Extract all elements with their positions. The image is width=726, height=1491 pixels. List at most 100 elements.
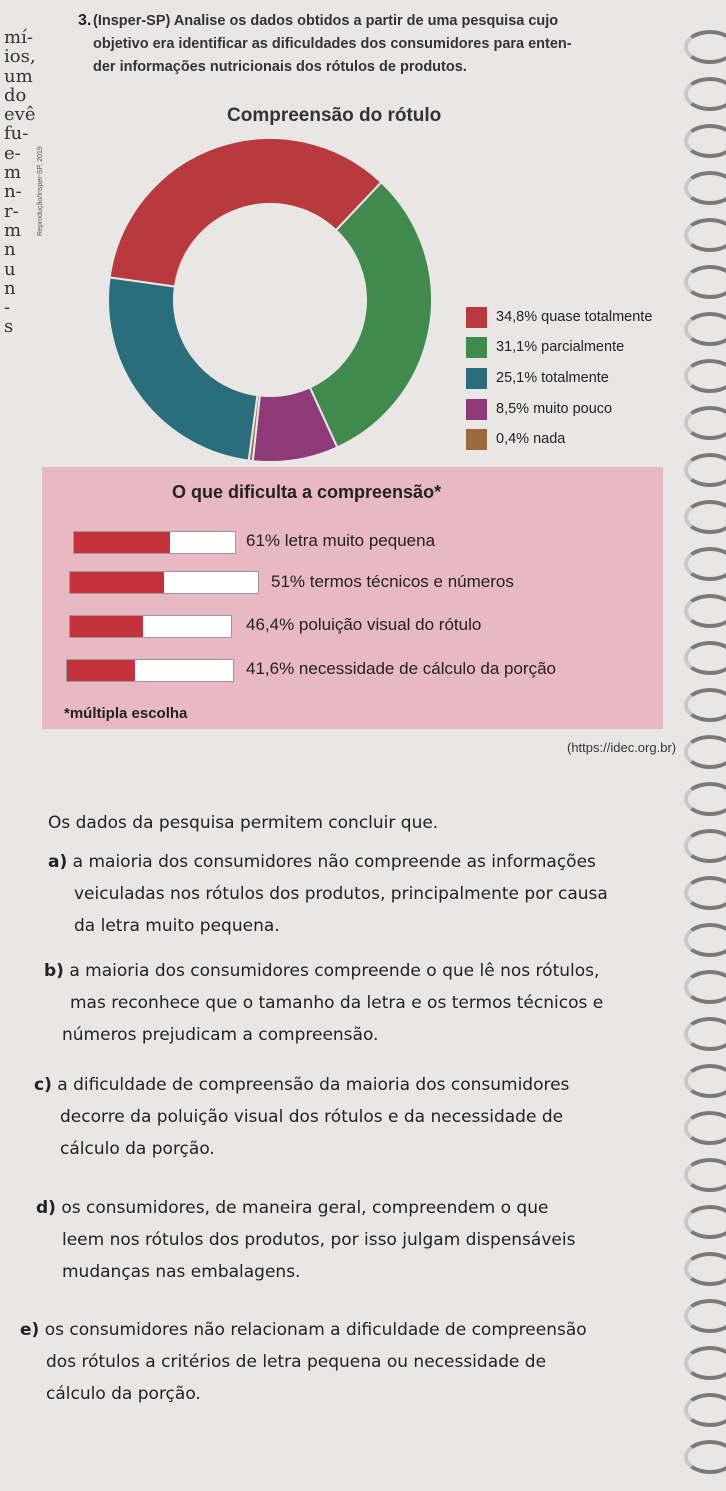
- binding-ring: [684, 500, 726, 534]
- margin-fragment: n: [4, 277, 16, 299]
- legend-label: 0,4% nada: [496, 431, 566, 447]
- binding-ring: [684, 688, 726, 722]
- option-text-line: os consumidores, de maneira geral, compr…: [61, 1198, 549, 1218]
- option-label: a): [48, 852, 68, 872]
- donut-slice-quase-totalmente: [108, 137, 383, 288]
- margin-fragment: s: [4, 316, 14, 338]
- legend-swatch: [466, 306, 487, 328]
- binding-ring: [684, 406, 726, 440]
- binding-ring: [684, 1299, 726, 1333]
- margin-fragment: u: [4, 258, 16, 280]
- question-prompt: Os dados da pesquisa permitem concluir q…: [48, 813, 439, 833]
- bar-fill: [74, 532, 171, 553]
- left-margin-bleed-text: mí-ios, um do evê fu-e-m n-r-m n u n - s: [4, 28, 36, 337]
- legend-item-quase-totalmente: 34,8% quase totalmente: [466, 305, 652, 329]
- margin-fragment: evê: [4, 104, 36, 126]
- bar-letra-muito-pequena: [73, 531, 236, 554]
- legend-label: 8,5% muito pouco: [496, 401, 613, 417]
- binding-ring: [684, 1346, 726, 1380]
- binding-ring: [684, 1205, 726, 1239]
- bar-fill: [70, 572, 164, 593]
- option-text-line: cálculo da porção.: [60, 1139, 215, 1159]
- question-line-2: objetivo era identificar as dificuldades…: [93, 36, 572, 52]
- legend-item-muito-pouco: 8,5% muito pouco: [466, 397, 612, 421]
- legend-swatch: [466, 428, 487, 450]
- margin-fragment: r-: [4, 200, 19, 222]
- margin-fragment: n-: [4, 181, 22, 203]
- binding-ring: [684, 312, 726, 346]
- binding-ring: [684, 359, 726, 393]
- binding-ring: [684, 829, 726, 863]
- binding-ring: [684, 1017, 726, 1051]
- legend-swatch: [466, 398, 487, 420]
- binding-ring: [684, 77, 726, 111]
- margin-fragment: um: [4, 65, 33, 87]
- legend-label: 25,1% totalmente: [496, 370, 609, 386]
- bar-label: 51% termos técnicos e números: [271, 572, 514, 591]
- option-text-line: decorre da poluição visual dos rótulos e…: [60, 1107, 564, 1127]
- bar-label: 46,4% poluição visual do rótulo: [246, 615, 482, 634]
- option-text-line: a dificuldade de compreensão da maioria …: [57, 1075, 570, 1095]
- spiral-binding: [666, 0, 726, 1491]
- option-text-line: os consumidores não relacionam a dificul…: [44, 1320, 587, 1340]
- source-citation: (https://idec.org.br): [567, 740, 677, 755]
- legend-label: 34,8% quase totalmente: [496, 309, 653, 325]
- legend-swatch: [466, 367, 487, 389]
- binding-ring: [684, 453, 726, 487]
- bar-fill: [67, 660, 135, 681]
- question-line-1: (Insper-SP) Analise os dados obtidos a p…: [93, 13, 559, 29]
- option-d[interactable]: d) os consumidores, de maneira geral, co…: [36, 1198, 575, 1282]
- margin-fragment: m: [4, 219, 22, 241]
- option-label: c): [34, 1075, 52, 1095]
- margin-fragment: e-: [4, 142, 21, 164]
- legend-label: 31,1% parcialmente: [496, 339, 625, 355]
- option-text-line: dos rótulos a critérios de letra pequena…: [46, 1352, 547, 1372]
- option-label: e): [20, 1320, 40, 1340]
- option-text-line: da letra muito pequena.: [74, 916, 280, 936]
- donut-chart-title: Compreensão do rótulo: [227, 105, 442, 126]
- option-label: b): [44, 961, 64, 981]
- binding-ring: [684, 641, 726, 675]
- bar-calculo-porcao: [66, 659, 234, 682]
- question-line-3: der informações nutricionais dos rótulos…: [93, 59, 467, 75]
- option-b[interactable]: b) a maioria dos consumidores compreende…: [44, 961, 603, 1045]
- legend-item-totalmente: 25,1% totalmente: [466, 366, 609, 390]
- binding-ring: [684, 782, 726, 816]
- option-text-line: mudanças nas embalagens.: [62, 1262, 301, 1282]
- option-text-line: números prejudicam a compreensão.: [62, 1025, 379, 1045]
- binding-ring: [684, 1393, 726, 1427]
- option-text-line: veiculadas nos rótulos dos produtos, pri…: [74, 884, 608, 904]
- binding-ring: [684, 594, 726, 628]
- option-a[interactable]: a) a maioria dos consumidores não compre…: [48, 852, 608, 936]
- binding-ring: [684, 1111, 726, 1145]
- option-text-line: cálculo da porção.: [46, 1384, 201, 1404]
- binding-ring: [684, 547, 726, 581]
- option-label: d): [36, 1198, 56, 1218]
- binding-ring: [684, 30, 726, 64]
- difficulty-chart-panel: [42, 467, 663, 729]
- option-text-line: mas reconhece que o tamanho da letra e o…: [70, 993, 604, 1013]
- bar-chart-title: O que dificulta a compreensão*: [172, 482, 442, 502]
- binding-ring: [684, 265, 726, 299]
- bar-termos-tecnicos: [69, 571, 259, 594]
- margin-fragment: mí-: [4, 27, 33, 48]
- binding-ring: [684, 876, 726, 910]
- bar-poluicao-visual: [69, 615, 232, 638]
- binding-ring: [684, 735, 726, 769]
- option-text-line: a maioria dos consumidores não compreend…: [72, 852, 596, 872]
- bar-fill: [70, 616, 144, 637]
- margin-fragment: -: [4, 297, 11, 319]
- binding-ring: [684, 171, 726, 205]
- option-text-line: leem nos rótulos dos produtos, por isso …: [62, 1230, 576, 1250]
- binding-ring: [684, 1440, 726, 1474]
- margin-fragment: m: [4, 162, 22, 184]
- binding-ring: [684, 1158, 726, 1192]
- chart-footnote: *múltipla escolha: [64, 705, 188, 722]
- bar-label: 41,6% necessidade de cálculo da porção: [246, 659, 556, 678]
- option-c[interactable]: c) a dificuldade de compreensão da maior…: [34, 1075, 569, 1159]
- legend-item-nada: 0,4% nada: [466, 427, 565, 451]
- binding-ring: [684, 923, 726, 957]
- binding-ring: [684, 1252, 726, 1286]
- option-e[interactable]: e) os consumidores não relacionam a difi…: [20, 1320, 587, 1404]
